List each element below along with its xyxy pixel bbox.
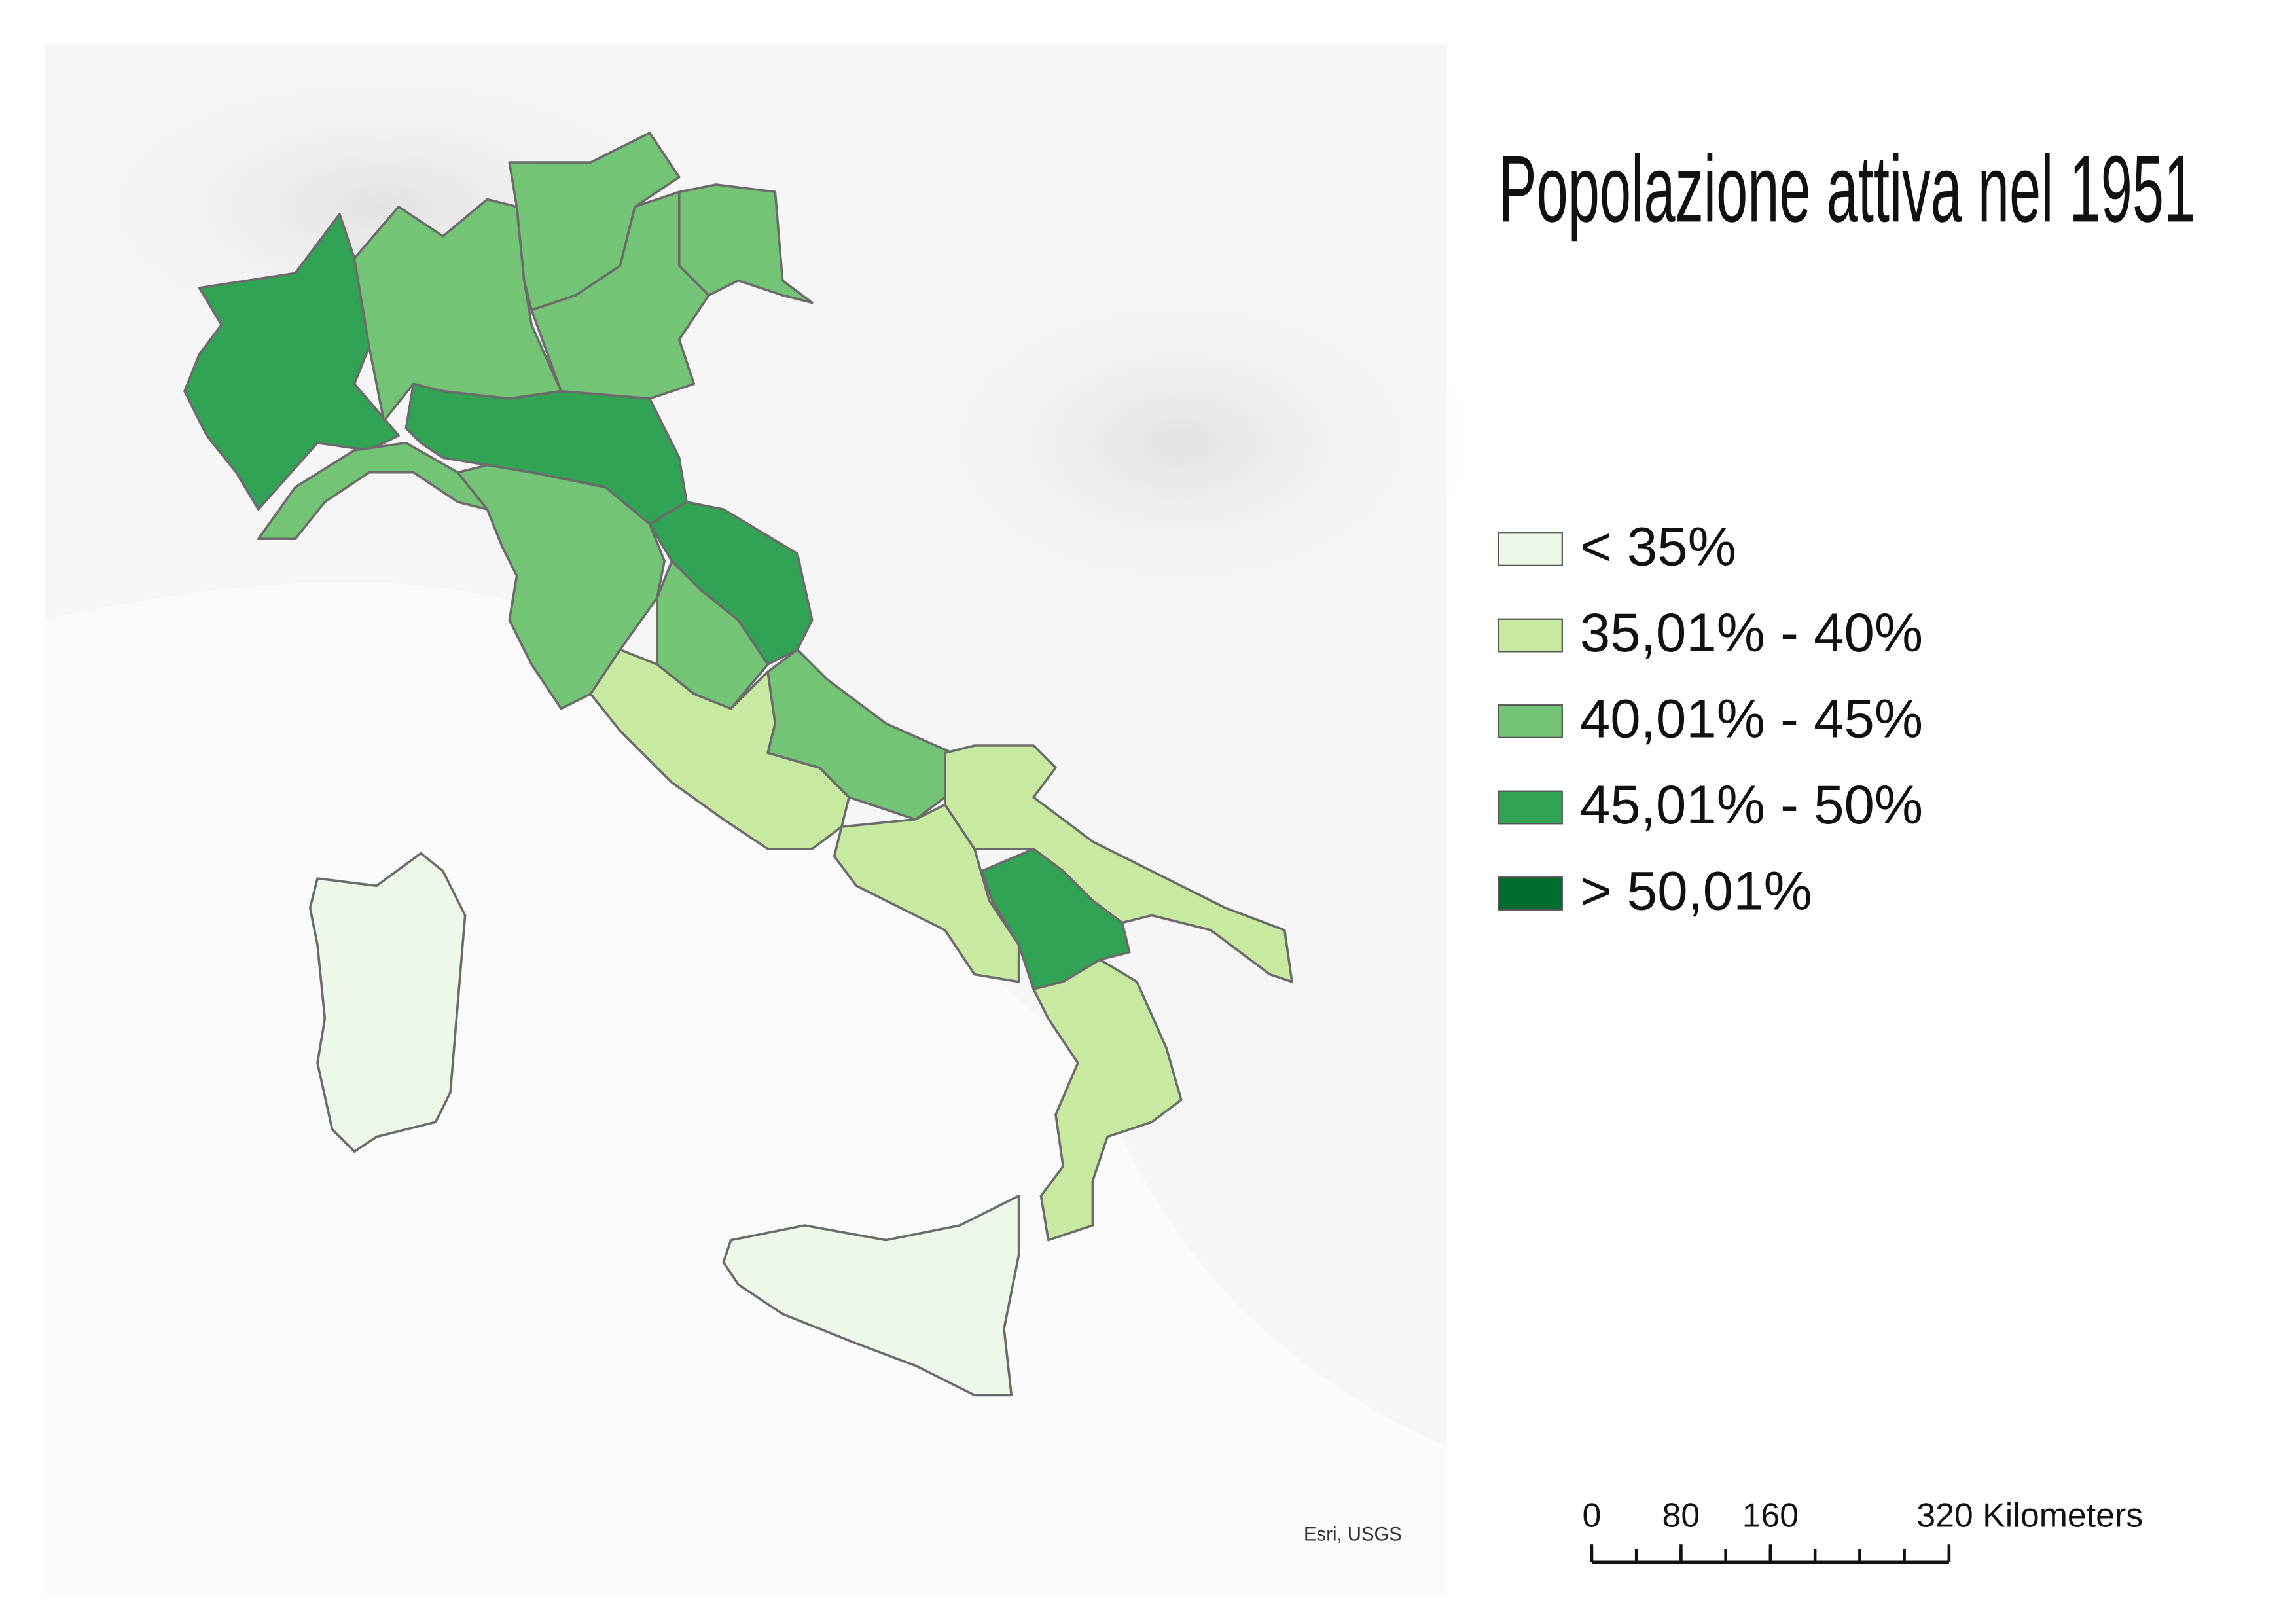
legend-label: 45,01% - 50% — [1580, 774, 1923, 835]
legend-swatch — [1498, 618, 1563, 653]
scale-label: 80 — [1662, 1496, 1700, 1534]
scale-label: 0 — [1582, 1496, 1601, 1534]
legend-label: < 35% — [1580, 515, 1736, 577]
region — [722, 1195, 1020, 1397]
legend-swatch — [1498, 532, 1563, 566]
region — [183, 213, 400, 511]
legend: < 35% 35,01% - 40% 40,01% - 45% 45,01% - 50… — [1498, 515, 1923, 921]
regions — [183, 132, 1293, 1397]
legend-swatch — [1498, 704, 1563, 738]
credit: Esri, USGS — [1304, 1523, 1402, 1545]
sea — [44, 582, 1447, 1595]
legend-label: 40,01% - 45% — [1580, 687, 1923, 749]
title-holder: Popolazione attiva nel 1951 — [1498, 135, 2196, 242]
scale-label: 160 — [1742, 1496, 1799, 1534]
region — [308, 852, 467, 1153]
legend-label: 35,01% - 40% — [1580, 602, 1923, 663]
map-title: Popolazione attiva nel 1951 — [1498, 135, 2196, 242]
region — [1032, 958, 1183, 1242]
region — [677, 183, 814, 304]
legend-label: > 50,01% — [1580, 859, 1812, 921]
region — [353, 198, 563, 422]
legend-swatch — [1498, 876, 1563, 911]
region — [257, 441, 489, 541]
hillshade — [886, 265, 1477, 621]
scale-bar: 0 80 160 320 Kilometers — [1582, 1496, 2143, 1564]
scale-label: 320 Kilometers — [1916, 1496, 2143, 1534]
region — [766, 648, 954, 821]
region — [980, 848, 1131, 990]
legend-swatch — [1498, 790, 1563, 825]
